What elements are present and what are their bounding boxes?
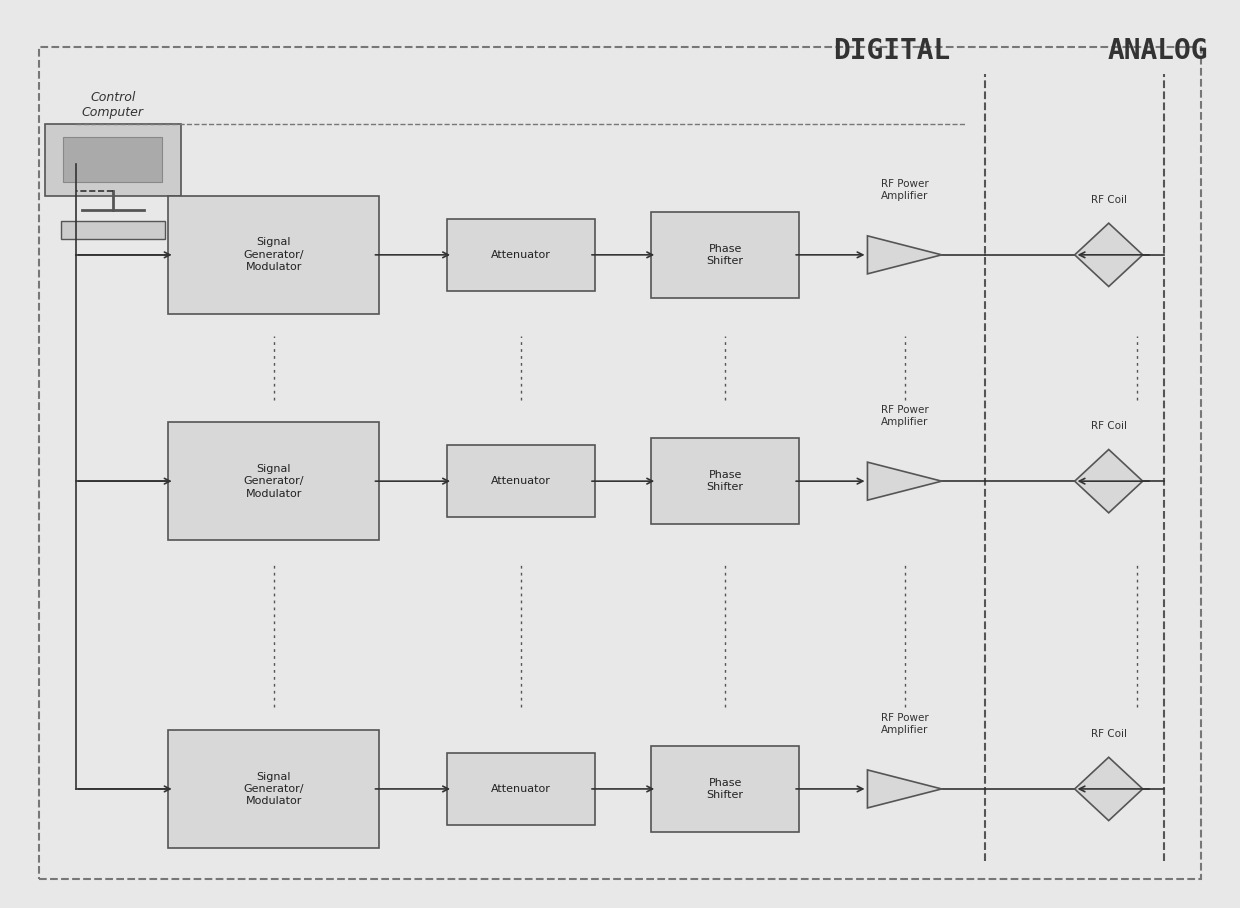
- Text: Attenuator: Attenuator: [491, 476, 551, 486]
- Text: Attenuator: Attenuator: [491, 250, 551, 260]
- FancyBboxPatch shape: [446, 753, 595, 825]
- FancyBboxPatch shape: [651, 212, 800, 298]
- Text: Attenuator: Attenuator: [491, 784, 551, 794]
- Text: RF Power
Amplifier: RF Power Amplifier: [880, 713, 929, 735]
- FancyBboxPatch shape: [45, 123, 181, 196]
- Polygon shape: [1075, 757, 1143, 821]
- Polygon shape: [868, 770, 941, 808]
- Text: DIGITAL: DIGITAL: [833, 36, 951, 64]
- Text: Signal
Generator/
Modulator: Signal Generator/ Modulator: [243, 772, 304, 806]
- Text: RF Coil: RF Coil: [1091, 421, 1127, 431]
- Polygon shape: [868, 236, 941, 274]
- Text: RF Coil: RF Coil: [1091, 195, 1127, 205]
- FancyBboxPatch shape: [61, 222, 165, 239]
- FancyBboxPatch shape: [446, 445, 595, 518]
- Text: Signal
Generator/
Modulator: Signal Generator/ Modulator: [243, 464, 304, 498]
- Text: Phase
Shifter: Phase Shifter: [707, 470, 744, 492]
- FancyBboxPatch shape: [169, 196, 378, 313]
- FancyBboxPatch shape: [651, 746, 800, 832]
- Text: Phase
Shifter: Phase Shifter: [707, 778, 744, 800]
- Text: RF Power
Amplifier: RF Power Amplifier: [880, 405, 929, 427]
- Polygon shape: [868, 462, 941, 500]
- Text: RF Power
Amplifier: RF Power Amplifier: [880, 179, 929, 201]
- Text: Signal
Generator/
Modulator: Signal Generator/ Modulator: [243, 238, 304, 272]
- FancyBboxPatch shape: [63, 137, 162, 183]
- FancyBboxPatch shape: [169, 730, 378, 848]
- Text: Control
Computer: Control Computer: [82, 91, 144, 119]
- Text: ANALOG: ANALOG: [1109, 36, 1209, 64]
- Polygon shape: [1075, 223, 1143, 287]
- Text: RF Coil: RF Coil: [1091, 729, 1127, 739]
- FancyBboxPatch shape: [651, 439, 800, 524]
- Polygon shape: [1075, 449, 1143, 513]
- FancyBboxPatch shape: [169, 422, 378, 540]
- Text: Phase
Shifter: Phase Shifter: [707, 243, 744, 266]
- FancyBboxPatch shape: [446, 219, 595, 291]
